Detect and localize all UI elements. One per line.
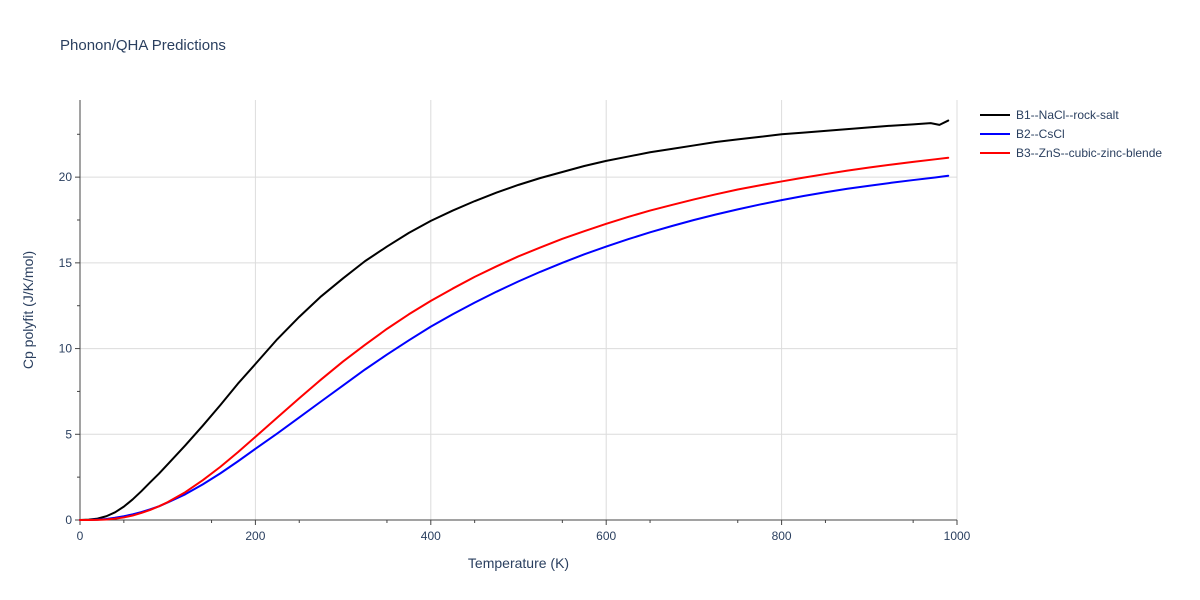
x-tick-label: 400 — [421, 529, 441, 543]
x-tick-label: 600 — [596, 529, 616, 543]
chart-title: Phonon/QHA Predictions — [60, 37, 226, 54]
x-tick-label: 0 — [77, 529, 84, 543]
axes: 0 200 400 600 800 1000 0 5 10 15 20 — [59, 100, 971, 543]
x-tick-label: 1000 — [944, 529, 971, 543]
legend-item[interactable]: B3--ZnS--cubic-zinc-blende — [980, 146, 1162, 160]
legend-label: B3--ZnS--cubic-zinc-blende — [1016, 146, 1162, 160]
x-tick-label: 200 — [245, 529, 265, 543]
y-tick-label: 0 — [65, 513, 72, 527]
series-layer — [79, 119, 950, 521]
legend-item[interactable]: B2--CsCl — [980, 127, 1065, 141]
y-tick-label: 15 — [59, 256, 73, 270]
legend-label: B1--NaCl--rock-salt — [1016, 108, 1119, 122]
legend[interactable]: B1--NaCl--rock-salt B2--CsCl B3--ZnS--cubi… — [980, 108, 1162, 160]
series-line-b3-zns-cubic-zinc-blende — [79, 156, 950, 521]
legend-label: B2--CsCl — [1016, 127, 1065, 141]
y-axis-title: Cp polyfit (J/K/mol) — [20, 251, 36, 369]
y-tick-label: 5 — [65, 427, 72, 441]
series-line-b1-nacl-rock-salt — [79, 119, 950, 521]
legend-item[interactable]: B1--NaCl--rock-salt — [980, 108, 1119, 122]
y-tick-label: 10 — [59, 342, 73, 356]
x-axis-title: Temperature (K) — [468, 555, 569, 571]
x-tick-label: 800 — [772, 529, 792, 543]
series-line-b2-cscl — [79, 174, 950, 521]
y-tick-label: 20 — [59, 170, 73, 184]
grid — [80, 100, 958, 520]
